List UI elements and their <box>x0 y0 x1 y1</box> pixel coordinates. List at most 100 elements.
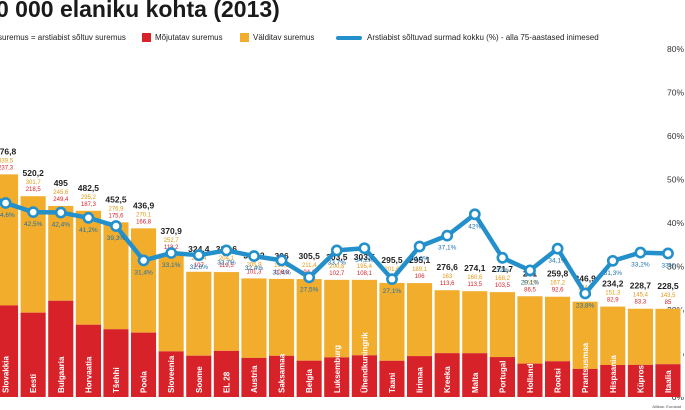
bar-avoidable <box>213 272 239 351</box>
total-label: 246,9 <box>575 274 597 284</box>
bar-separator <box>128 222 131 397</box>
total-label: 274,1 <box>464 263 486 273</box>
category-label: Kreeka <box>443 366 452 393</box>
bar-influenceable <box>379 360 405 397</box>
total-label: 303,5 <box>354 252 376 262</box>
bar-separator <box>487 291 490 397</box>
bar-separator <box>570 296 573 397</box>
share-point <box>248 250 260 262</box>
total-label: 370,9 <box>161 226 183 236</box>
total-label: 495 <box>54 178 68 188</box>
bar-separator <box>73 205 76 397</box>
influenceable-value-label: 106,8 <box>274 270 290 276</box>
share-point <box>386 273 398 286</box>
legend-swatch-influenceable <box>142 33 151 42</box>
share-value-label: 42% <box>468 223 481 230</box>
avoidable-value-label: 211,4 <box>302 263 317 269</box>
share-point <box>0 197 12 209</box>
share-point <box>27 206 40 219</box>
bar-influenceable <box>462 353 488 397</box>
influenceable-value-label: 83,3 <box>635 300 647 306</box>
bar-avoidable <box>324 279 350 358</box>
bar-influenceable <box>407 356 433 397</box>
share-value-label: 31,3% <box>604 270 623 277</box>
total-label: 259,8 <box>547 269 569 279</box>
influenceable-value-label: 92,6 <box>552 288 564 294</box>
bar-separator <box>266 278 269 397</box>
category-label: Belgia <box>305 368 314 393</box>
bar-influenceable <box>296 360 322 397</box>
bar-avoidable <box>351 279 377 356</box>
influenceable-value-label: 113,6 <box>440 281 455 287</box>
bar-separator <box>211 271 214 397</box>
bar-influenceable <box>600 365 626 397</box>
share-point <box>137 254 150 267</box>
bar-influenceable <box>213 350 239 397</box>
total-label: 576,8 <box>0 146 17 156</box>
category-label: Küpros <box>636 364 645 393</box>
influenceable-value-label: 218,5 <box>26 187 42 193</box>
category-label: Iirimaa <box>416 367 425 393</box>
avoidable-value-label: 276,9 <box>108 206 124 212</box>
bar-avoidable <box>572 301 598 369</box>
legend-item-influenceable: Mõjutatav suremus <box>142 33 223 42</box>
share-value-label: 29,1% <box>521 279 540 286</box>
bar-avoidable <box>186 271 212 356</box>
influenceable-value-label: 82,9 <box>607 298 619 304</box>
total-label: 228,7 <box>630 281 652 291</box>
bar-separator <box>18 174 21 397</box>
total-label: 520,2 <box>23 168 45 178</box>
avoidable-value-label: 295,2 <box>81 195 97 201</box>
bar-influenceable <box>545 361 571 397</box>
avoidable-value-label: 160,6 <box>467 275 483 281</box>
avoidable-value-label: 143,5 <box>660 293 676 299</box>
avoidable-value-label: 195,4 <box>357 264 373 270</box>
total-label: 305,5 <box>299 251 321 261</box>
share-value-label: 23,8% <box>576 302 595 309</box>
category-label: Eesti <box>29 374 38 393</box>
total-label: 303,5 <box>326 252 348 262</box>
share-point <box>606 254 619 267</box>
share-value-label: 42,4% <box>52 222 71 229</box>
influenceable-value-label: 249,4 <box>53 197 69 203</box>
bar-avoidable <box>517 296 543 364</box>
avoidable-value-label: 252,7 <box>164 238 180 244</box>
right-axis-tick: 30% <box>667 262 684 272</box>
bar-avoidable <box>545 296 571 362</box>
avoidable-value-label: 151,3 <box>605 291 621 297</box>
share-point <box>662 247 674 260</box>
share-value-label: 32% <box>496 267 509 274</box>
legend-influenceable-label: Mõjutatav suremus <box>155 33 223 42</box>
share-value-label: 33% <box>661 262 674 269</box>
category-label: Slovakkia <box>2 356 11 393</box>
bar-influenceable <box>517 363 543 397</box>
bar-avoidable <box>131 228 157 333</box>
total-label: 452,5 <box>105 194 127 204</box>
bar-separator <box>432 283 435 397</box>
bar-avoidable <box>655 308 681 365</box>
bar-influenceable <box>627 364 653 397</box>
share-value-label: 31,4% <box>272 269 291 276</box>
share-point <box>468 208 481 221</box>
bar-avoidable <box>627 308 653 365</box>
avoidable-value-label: 163 <box>442 274 453 280</box>
bar-influenceable <box>351 355 377 397</box>
influenceable-value-label: 175,6 <box>108 213 124 219</box>
bar-separator <box>653 308 656 397</box>
total-label: 228,5 <box>657 281 679 291</box>
share-value-label: 34,1% <box>548 258 567 265</box>
share-value-label: 27,5% <box>300 286 319 293</box>
category-label: Ühendkuningrik <box>360 332 369 393</box>
bar-avoidable <box>379 282 405 361</box>
bar-avoidable <box>0 174 19 306</box>
share-value-label: 44,6% <box>0 212 15 219</box>
share-value-label: 41,2% <box>79 227 98 234</box>
bar-separator <box>680 308 683 397</box>
bar-separator <box>349 279 352 397</box>
bar-influenceable <box>158 351 184 397</box>
bar-influenceable <box>48 300 74 397</box>
category-label: Luksemburg <box>333 345 342 393</box>
bar-influenceable <box>434 353 460 397</box>
bar-influenceable <box>241 357 267 397</box>
share-value-label: 27,1% <box>383 288 402 295</box>
